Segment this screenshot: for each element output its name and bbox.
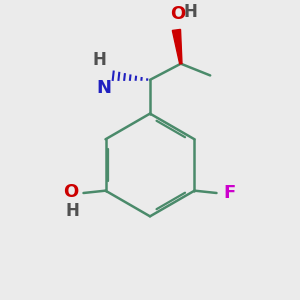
Text: F: F (223, 184, 235, 202)
Polygon shape (172, 29, 182, 64)
Text: H: H (184, 3, 197, 21)
Text: O: O (170, 4, 185, 22)
Text: H: H (92, 51, 106, 69)
Text: N: N (96, 79, 111, 97)
Text: H: H (65, 202, 79, 220)
Text: O: O (63, 182, 78, 200)
